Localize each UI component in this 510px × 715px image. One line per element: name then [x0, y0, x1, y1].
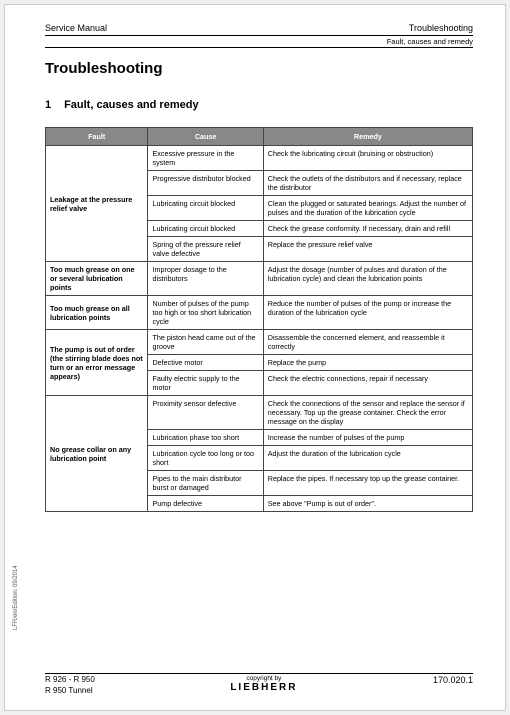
cause-cell: Spring of the pressure relief valve defe…	[148, 237, 263, 262]
section-number: 1	[45, 99, 61, 111]
remedy-cell: Replace the pump	[263, 355, 472, 371]
footer-copyright: copyright by	[95, 675, 433, 682]
remedy-cell: Adjust the duration of the lubrication c…	[263, 446, 472, 471]
th-remedy: Remedy	[263, 128, 472, 146]
remedy-cell: Check the grease conformity. If necessar…	[263, 221, 472, 237]
footer-brand: LIEBHERR	[95, 682, 433, 693]
page-title: Troubleshooting	[45, 60, 473, 77]
remedy-cell: Increase the number of pulses of the pum…	[263, 430, 472, 446]
footer: R 926 - R 950 R 950 Tunnel copyright by …	[45, 673, 473, 696]
remedy-cell: Check the connections of the sensor and …	[263, 396, 472, 430]
page: Service Manual Troubleshooting Fault, ca…	[4, 4, 506, 711]
remedy-cell: Disassemble the concerned element, and r…	[263, 330, 472, 355]
footer-model-range: R 926 - R 950	[45, 675, 95, 685]
table-row: Leakage at the pressure relief valveExce…	[46, 146, 473, 171]
table-row: The pump is out of order (the stirring b…	[46, 330, 473, 355]
edition-note: LFR/en/Edition: 09/2014	[13, 565, 19, 630]
table-row: Too much grease on all lubrication point…	[46, 296, 473, 330]
fault-table: Fault Cause Remedy Leakage at the pressu…	[45, 127, 473, 512]
remedy-cell: Check the outlets of the distributors an…	[263, 171, 472, 196]
cause-cell: Pipes to the main distributor burst or d…	[148, 471, 263, 496]
th-cause: Cause	[148, 128, 263, 146]
cause-cell: Improper dosage to the distributors	[148, 262, 263, 296]
cause-cell: The piston head came out of the groove	[148, 330, 263, 355]
remedy-cell: Check the electric connections, repair i…	[263, 371, 472, 396]
header-sub: Fault, causes and remedy	[45, 36, 473, 48]
footer-center: copyright by LIEBHERR	[95, 675, 433, 693]
cause-cell: Proximity sensor defective	[148, 396, 263, 430]
th-fault: Fault	[46, 128, 148, 146]
cause-cell: Pump defective	[148, 496, 263, 512]
cause-cell: Faulty electric supply to the motor	[148, 371, 263, 396]
cause-cell: Defective motor	[148, 355, 263, 371]
footer-page: 170.020.1	[433, 675, 473, 685]
cause-cell: Lubrication phase too short	[148, 430, 263, 446]
header-right: Troubleshooting	[409, 23, 473, 33]
remedy-cell: Check the lubricating circuit (bruising …	[263, 146, 472, 171]
cause-cell: Excessive pressure in the system	[148, 146, 263, 171]
header-left: Service Manual	[45, 23, 107, 33]
remedy-cell: Replace the pressure relief valve	[263, 237, 472, 262]
cause-cell: Progressive distributor blocked	[148, 171, 263, 196]
fault-cell: No grease collar on any lubrication poin…	[46, 396, 148, 512]
fault-cell: Too much grease on one or several lubric…	[46, 262, 148, 296]
table-header-row: Fault Cause Remedy	[46, 128, 473, 146]
remedy-cell: Adjust the dosage (number of pulses and …	[263, 262, 472, 296]
footer-left: R 926 - R 950 R 950 Tunnel	[45, 675, 95, 696]
remedy-cell: See above "Pump is out of order".	[263, 496, 472, 512]
header-row: Service Manual Troubleshooting	[45, 23, 473, 36]
table-row: Too much grease on one or several lubric…	[46, 262, 473, 296]
remedy-cell: Reduce the number of pulses of the pump …	[263, 296, 472, 330]
cause-cell: Number of pulses of the pump too high or…	[148, 296, 263, 330]
cause-cell: Lubricating circuit blocked	[148, 221, 263, 237]
footer-model-tunnel: R 950 Tunnel	[45, 686, 95, 696]
table-row: No grease collar on any lubrication poin…	[46, 396, 473, 430]
fault-cell: The pump is out of order (the stirring b…	[46, 330, 148, 396]
fault-cell: Leakage at the pressure relief valve	[46, 146, 148, 262]
cause-cell: Lubrication cycle too long or too short	[148, 446, 263, 471]
remedy-cell: Clean the plugged or saturated bearings.…	[263, 196, 472, 221]
section-label: Fault, causes and remedy	[64, 99, 199, 111]
section-title: 1 Fault, causes and remedy	[45, 99, 473, 111]
remedy-cell: Replace the pipes. If necessary top up t…	[263, 471, 472, 496]
cause-cell: Lubricating circuit blocked	[148, 196, 263, 221]
fault-cell: Too much grease on all lubrication point…	[46, 296, 148, 330]
